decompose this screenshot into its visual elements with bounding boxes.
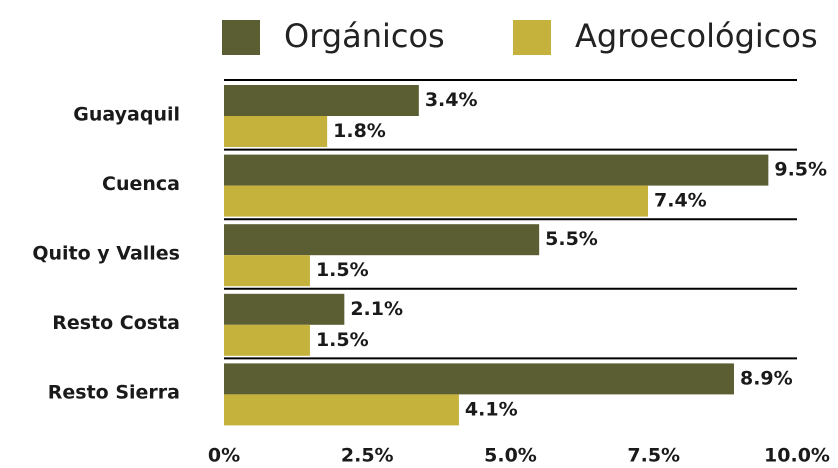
category-label: Quito y Valles xyxy=(32,243,180,265)
bar xyxy=(224,85,419,116)
category-label: Cuenca xyxy=(102,173,180,195)
value-label: 1.5% xyxy=(316,329,369,351)
category-label: Guayaquil xyxy=(73,103,180,125)
bar xyxy=(224,324,310,356)
x-tick-label: 10.0% xyxy=(764,445,830,467)
value-label: 3.4% xyxy=(425,89,478,111)
value-label: 8.9% xyxy=(740,367,793,389)
bar xyxy=(224,255,310,287)
bar xyxy=(224,224,540,256)
legend-swatch xyxy=(513,20,551,55)
x-tick-label: 0% xyxy=(208,445,240,467)
value-label: 1.5% xyxy=(316,259,369,281)
category-label: Resto Sierra xyxy=(48,382,180,404)
bar xyxy=(224,116,328,147)
value-label: 9.5% xyxy=(774,159,827,181)
legend-label: Agroecológicos xyxy=(575,17,818,55)
legend-label: Orgánicos xyxy=(284,17,445,55)
bar xyxy=(224,394,459,426)
x-tick-label: 5.0% xyxy=(484,445,537,467)
x-tick-label: 7.5% xyxy=(627,445,680,467)
category-label: Resto Costa xyxy=(52,312,180,334)
value-label: 4.1% xyxy=(465,398,518,420)
legend-swatch xyxy=(222,20,260,55)
value-label: 2.1% xyxy=(350,298,403,320)
x-tick-label: 2.5% xyxy=(341,445,394,467)
bar xyxy=(224,185,649,217)
bar xyxy=(224,363,734,395)
value-label: 7.4% xyxy=(654,190,707,212)
value-label: 5.5% xyxy=(545,228,598,250)
bar xyxy=(224,154,769,186)
bar xyxy=(224,293,345,325)
value-label: 1.8% xyxy=(333,120,386,142)
